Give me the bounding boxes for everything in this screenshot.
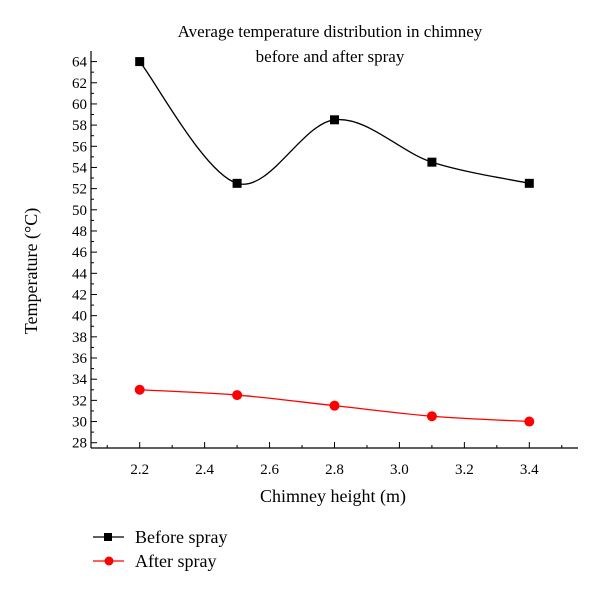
y-axis-title: Temperature (°C) <box>21 208 42 334</box>
x-tick-label: 3.0 <box>390 462 409 478</box>
chart-title-line-1: Average temperature distribution in chim… <box>178 22 483 41</box>
data-point-after-spray <box>329 400 340 411</box>
legend-marker-after-spray <box>104 556 114 566</box>
data-point-before-spray <box>232 178 242 188</box>
plot-axes: 28 30 32 34 36 38 40 42 44 46 48 50 52 54 56 58 60 62 64 2.… <box>72 51 578 478</box>
y-tick-label: 50 <box>72 203 87 219</box>
y-tick-label: 48 <box>72 224 87 240</box>
legend-label-before-spray: Before spray <box>135 527 227 547</box>
y-tick-label: 40 <box>72 309 87 325</box>
x-tick-label: 2.4 <box>195 462 214 478</box>
y-tick-label: 54 <box>72 160 88 176</box>
y-tick-label: 34 <box>72 372 88 388</box>
legend-label-after-spray: After spray <box>135 551 216 571</box>
y-tick-label: 46 <box>72 245 88 261</box>
legend-item-before-spray: Before spray <box>93 527 227 547</box>
data-point-before-spray <box>135 57 145 67</box>
series-markers <box>134 57 535 427</box>
y-tick-label: 64 <box>72 55 88 71</box>
x-tick-label: 3.2 <box>455 462 474 478</box>
y-tick-label: 30 <box>72 415 87 431</box>
y-tick-label: 28 <box>72 436 87 452</box>
x-axis-title: Chimney height (m) <box>260 486 406 507</box>
y-tick-label: 58 <box>72 118 87 134</box>
y-tick-label: 56 <box>72 139 88 155</box>
x-tick-label: 2.8 <box>325 462 344 478</box>
y-tick-label: 32 <box>72 393 87 409</box>
chart-title-line-2: before and after spray <box>256 47 405 66</box>
data-point-before-spray <box>524 178 534 188</box>
data-point-after-spray <box>426 411 437 422</box>
legend: Before spray After spray <box>93 527 227 571</box>
data-point-after-spray <box>524 416 535 427</box>
series-line-before-spray <box>139 61 530 185</box>
data-point-after-spray <box>232 390 243 401</box>
data-point-before-spray <box>330 115 339 125</box>
y-tick-label: 42 <box>72 287 87 303</box>
y-tick-label: 62 <box>72 76 87 92</box>
x-tick-label: 2.6 <box>260 462 279 478</box>
data-point-before-spray <box>427 157 437 167</box>
x-tick-label: 2.2 <box>130 462 149 478</box>
x-tick-label: 3.4 <box>520 462 539 478</box>
y-tick-label: 36 <box>72 351 88 367</box>
y-tick-label: 38 <box>72 330 87 346</box>
y-tick-label: 52 <box>72 182 87 198</box>
y-tick-label: 60 <box>72 97 87 113</box>
legend-marker-before-spray <box>104 533 112 541</box>
y-tick-label: 44 <box>72 266 88 282</box>
legend-item-after-spray: After spray <box>93 551 216 571</box>
data-point-after-spray <box>134 384 145 395</box>
